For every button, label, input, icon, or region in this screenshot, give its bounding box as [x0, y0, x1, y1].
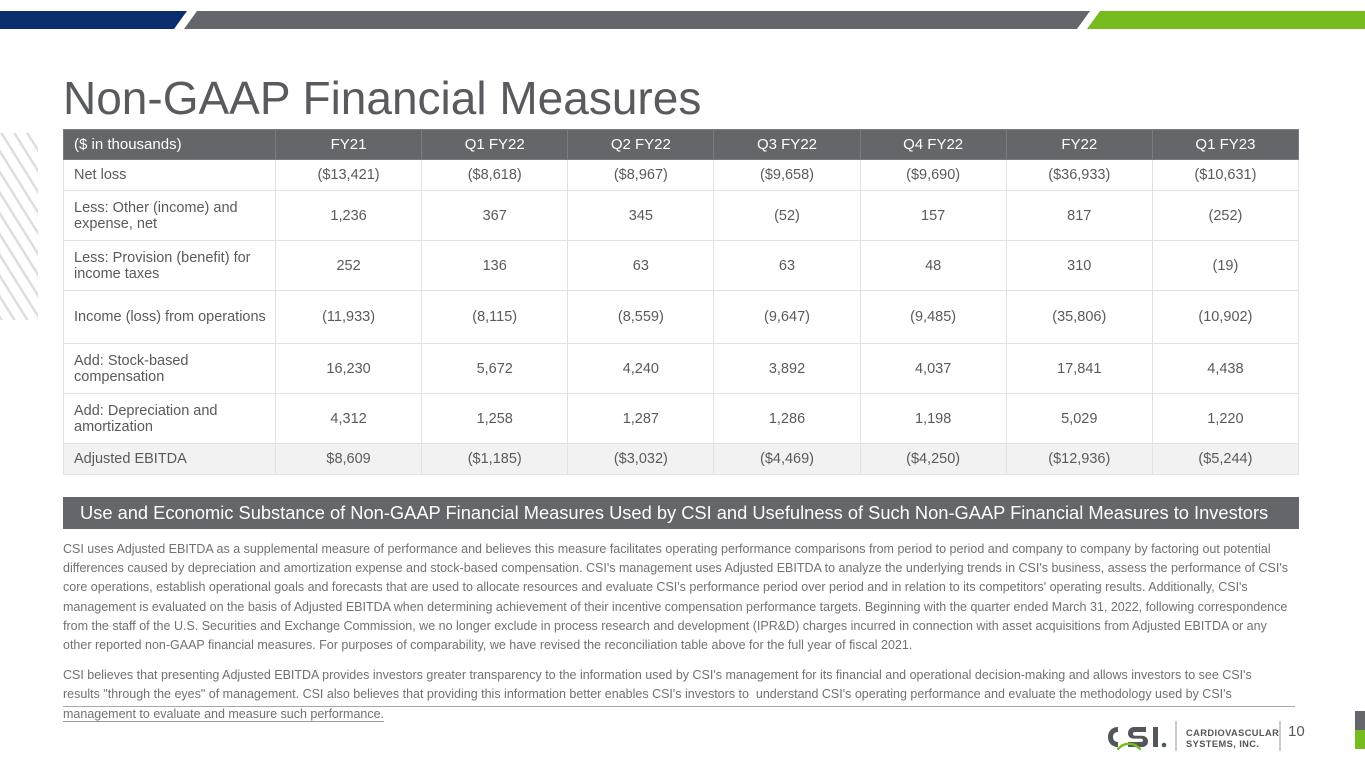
- svg-text:SYSTEMS, INC.: SYSTEMS, INC.: [1186, 739, 1259, 749]
- svg-text:CARDIOVASCULAR: CARDIOVASCULAR: [1186, 728, 1279, 738]
